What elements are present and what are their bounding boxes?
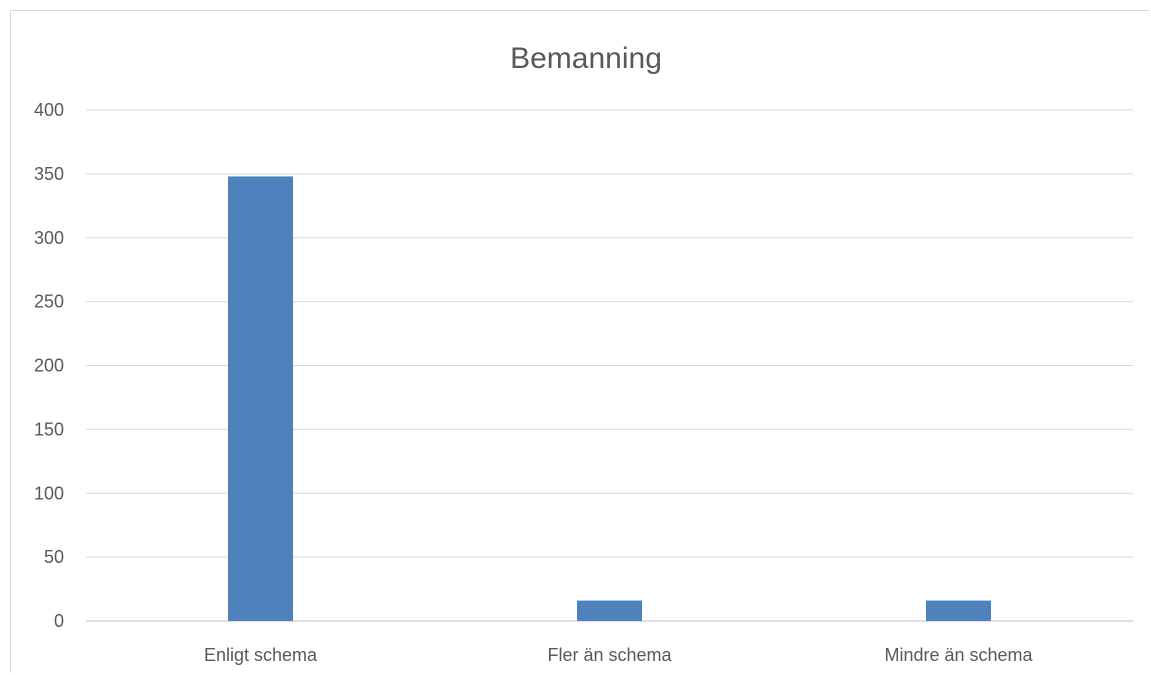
x-axis-ticks: Enligt schema Fler än schema Mindre än sch… xyxy=(204,645,1034,665)
x-tick-label: Mindre än schema xyxy=(884,645,1033,665)
bar-enligt-schema xyxy=(228,176,293,621)
y-tick-label: 0 xyxy=(54,611,64,631)
bars xyxy=(228,176,991,621)
y-axis-ticks: 0 50 100 150 200 250 300 350 400 xyxy=(34,100,64,631)
x-tick-label: Fler än schema xyxy=(547,645,672,665)
y-tick-label: 250 xyxy=(34,292,64,312)
y-tick-label: 150 xyxy=(34,419,64,439)
bar-fler-n-schema xyxy=(577,601,642,621)
chart-title: Bemanning xyxy=(510,42,662,75)
y-tick-label: 350 xyxy=(34,164,64,184)
y-tick-label: 200 xyxy=(34,356,64,376)
x-tick-label: Enligt schema xyxy=(204,645,318,665)
y-tick-label: 50 xyxy=(44,547,64,567)
y-tick-label: 100 xyxy=(34,483,64,503)
y-tick-label: 400 xyxy=(34,100,64,120)
y-tick-label: 300 xyxy=(34,228,64,248)
bar-mindre-n-schema xyxy=(926,601,991,621)
